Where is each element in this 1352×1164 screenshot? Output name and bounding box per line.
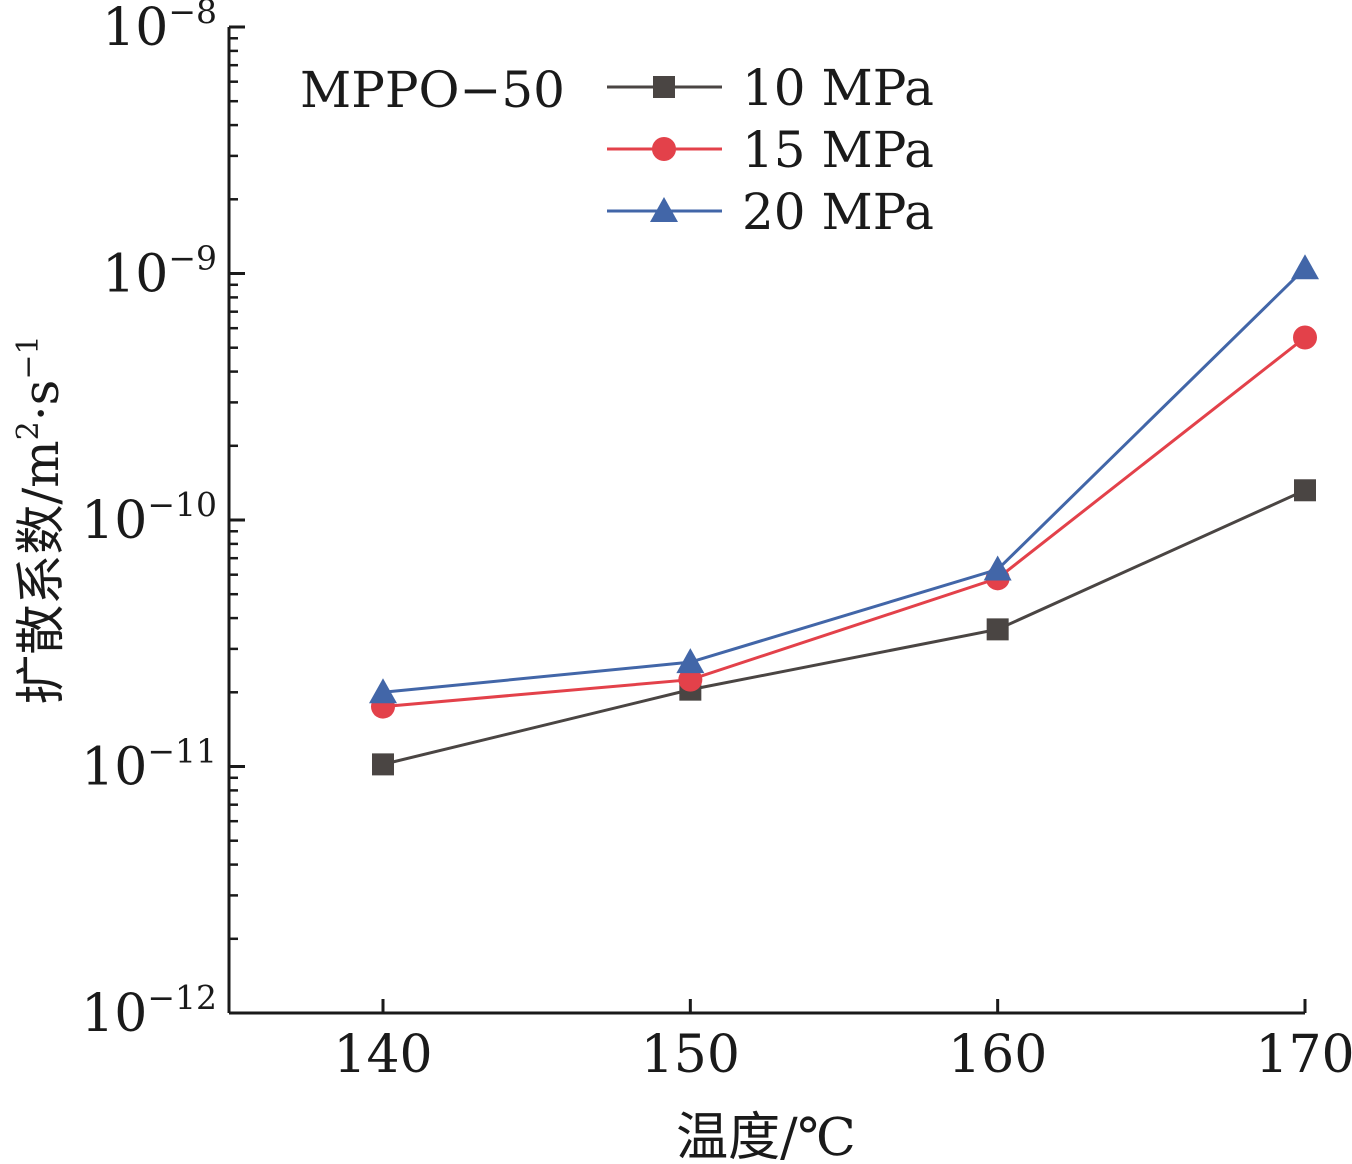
data-point (372, 753, 394, 776)
y-tick-label-exponent: −12 (147, 978, 217, 1017)
x-tick-label: 150 (641, 1025, 740, 1085)
series-line (382, 267, 1307, 694)
legend-label: 15 MPa (742, 121, 934, 179)
y-tick-label: 10−12 (81, 978, 217, 1044)
legend-label: 10 MPa (742, 59, 934, 117)
y-tick-label-base: 10 (102, 245, 168, 305)
data-point (986, 618, 1009, 641)
y-tick-label-base: 10 (102, 0, 168, 58)
data-point (1291, 254, 1319, 280)
y-axis-label-mid: ·s (12, 380, 70, 422)
y-tick-label: 10−11 (81, 732, 217, 798)
plot-area (369, 254, 1319, 776)
y-tick-label-exponent: −10 (147, 485, 217, 524)
legend-marker (650, 197, 678, 222)
series-line (382, 488, 1306, 766)
data-point (369, 678, 397, 704)
y-tick-label: 10−8 (102, 0, 217, 58)
y-axis-label-sup2: −1 (11, 335, 46, 379)
y-axis-label-main: 扩散系数/m (12, 440, 70, 704)
data-point (1293, 325, 1317, 350)
x-tick-label: 140 (333, 1025, 432, 1085)
data-point (678, 667, 703, 692)
legend-label: 20 MPa (742, 183, 934, 241)
y-axis-label: 扩散系数/m2·s−1 (11, 335, 70, 704)
legend-marker (652, 137, 676, 161)
y-tick-label: 10−10 (81, 485, 217, 551)
data-point (676, 648, 705, 674)
y-tick-label-exponent: −9 (168, 239, 217, 278)
data-point (983, 555, 1012, 581)
y-tick-label: 10−9 (102, 239, 217, 305)
y-axis-label-sup1: 2 (11, 421, 46, 440)
y-tick-label-exponent: −8 (168, 0, 217, 31)
series-line (382, 336, 1306, 709)
legend-marker (653, 76, 675, 98)
y-tick-label-exponent: −11 (147, 732, 217, 771)
y-tick-label-base: 10 (81, 491, 147, 551)
y-tick-label-base: 10 (81, 984, 147, 1044)
x-axis-label: 温度/℃ (676, 1108, 856, 1164)
x-tick-label: 170 (1255, 1025, 1352, 1085)
chart-annotation: MPPO−50 (300, 61, 565, 119)
y-tick-label-base: 10 (81, 738, 147, 798)
x-tick-label: 160 (948, 1025, 1047, 1085)
data-point (1294, 479, 1316, 502)
